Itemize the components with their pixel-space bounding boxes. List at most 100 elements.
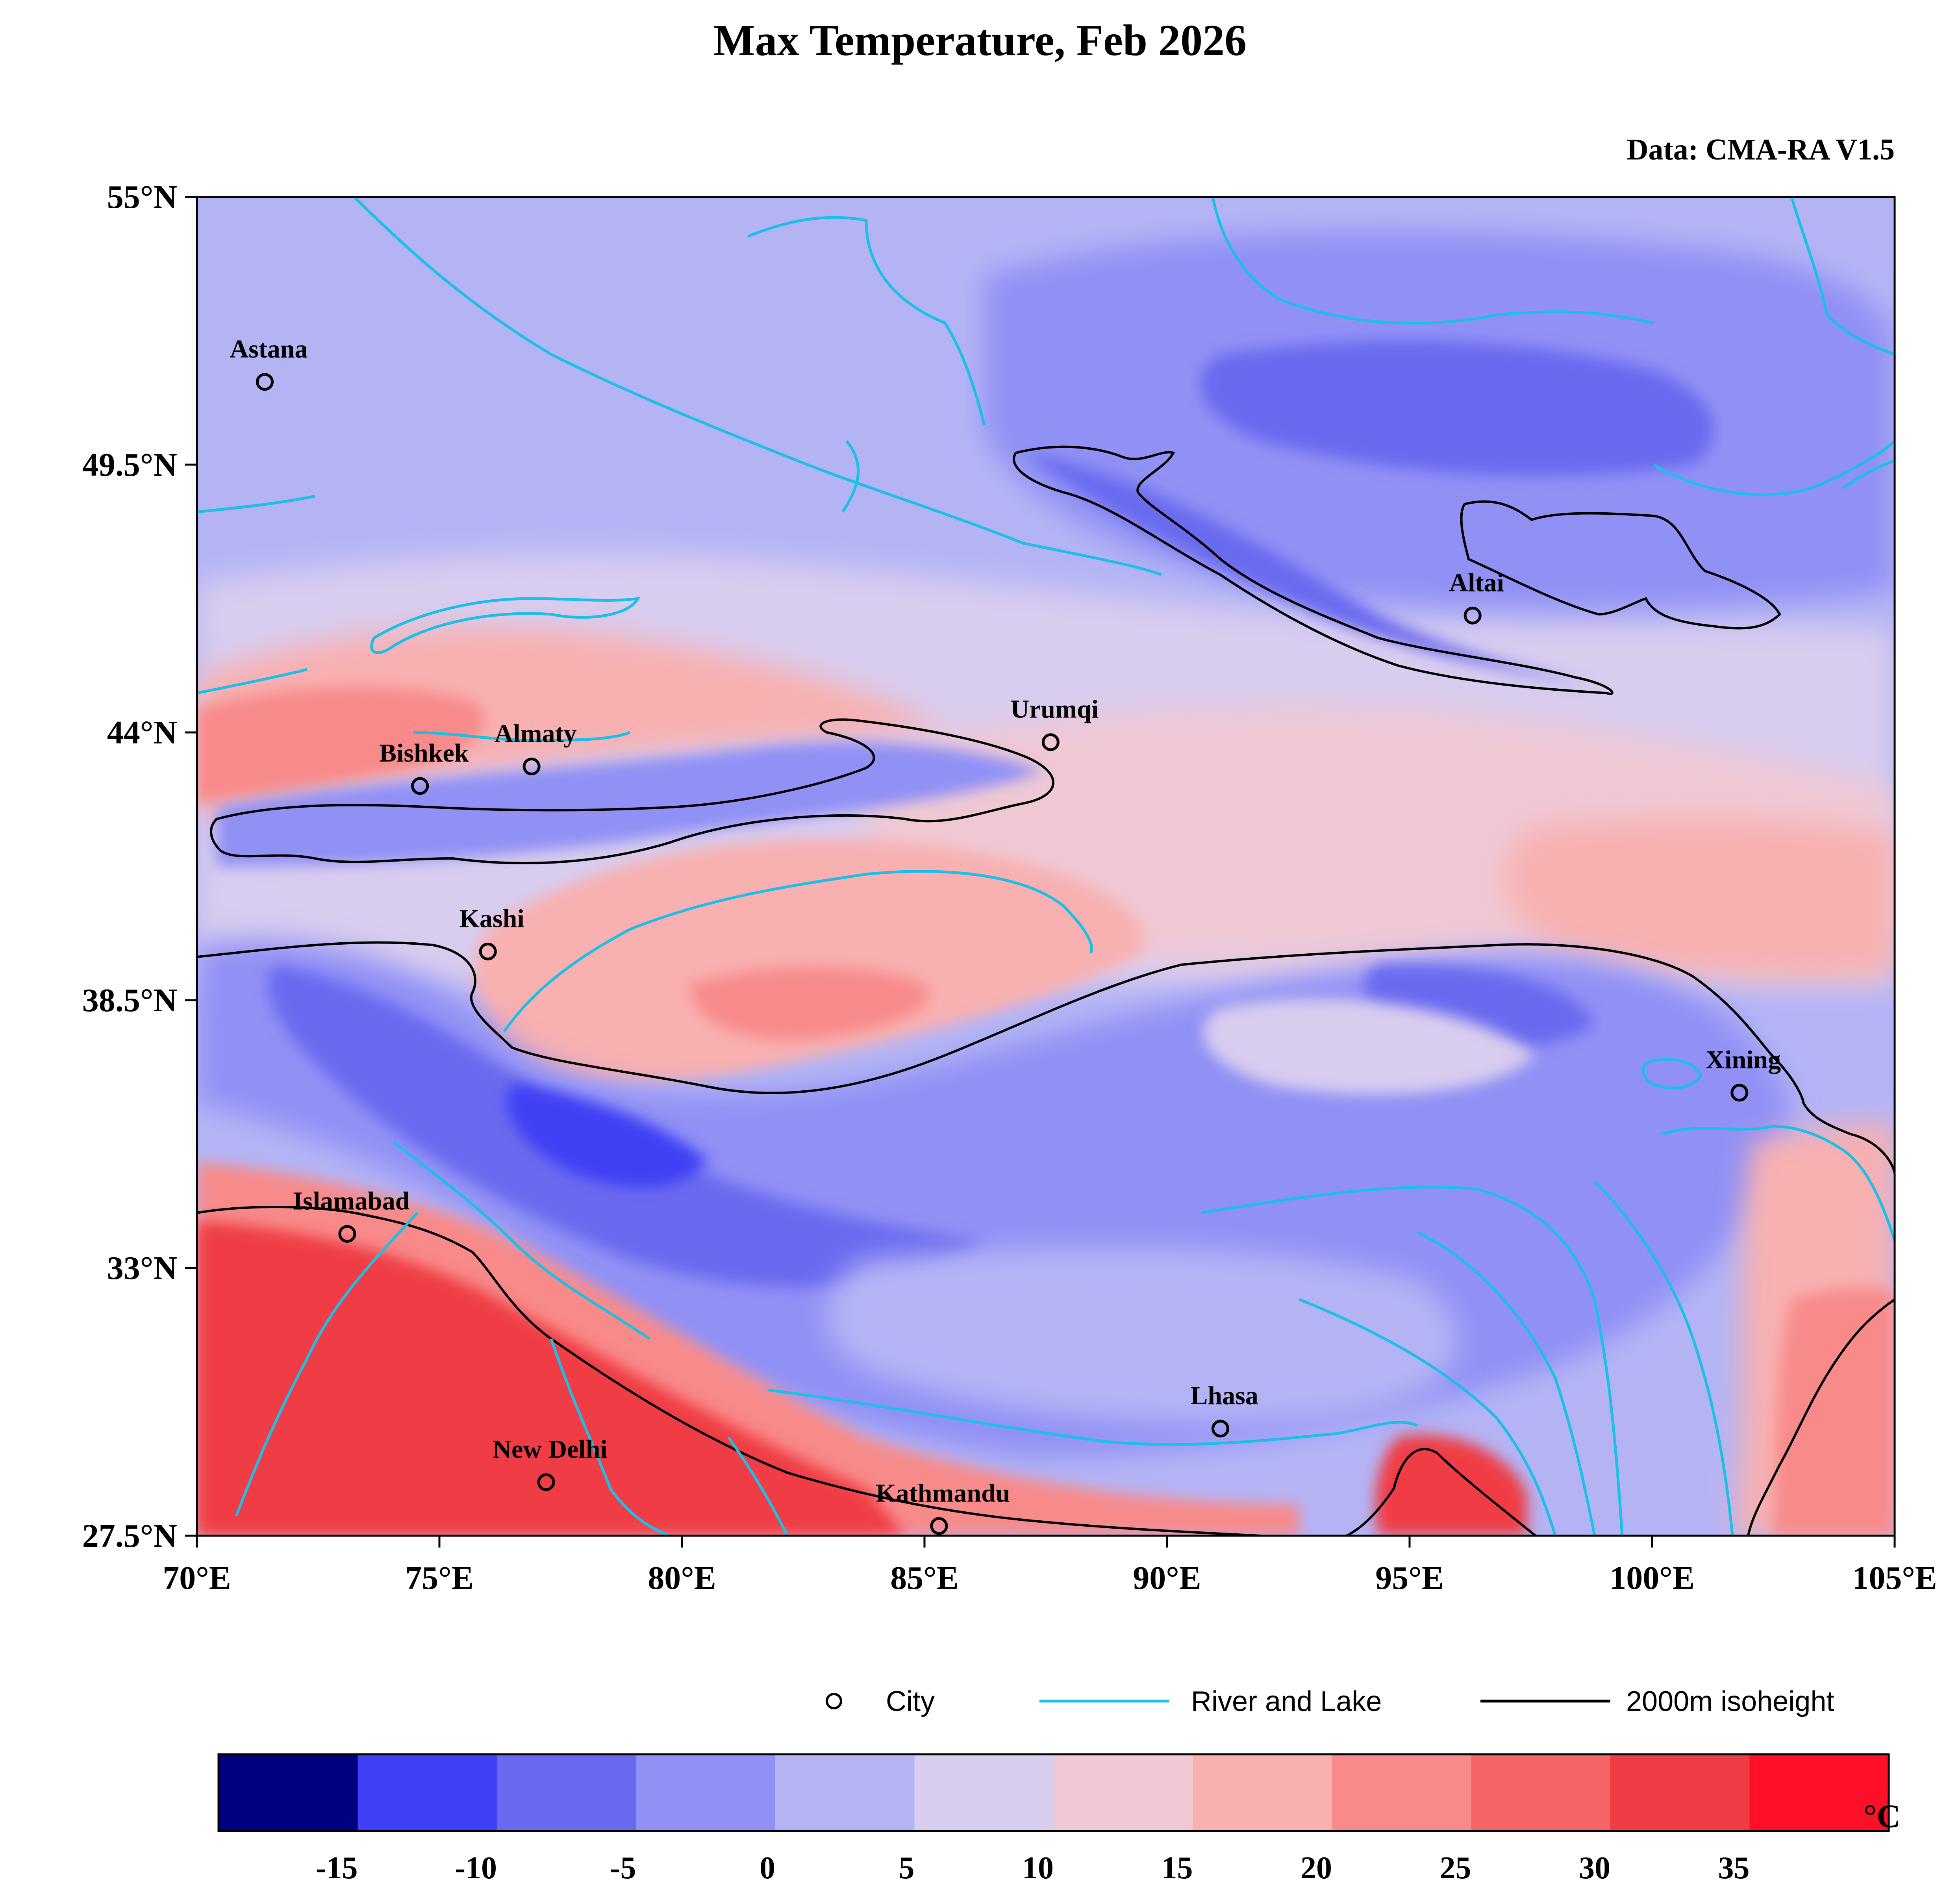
colorbar-swatch: [775, 1754, 915, 1831]
legend-city-marker: [826, 1693, 842, 1709]
city-lhasa: Lhasa: [1190, 1381, 1258, 1438]
temp-zone-plateau-deep: [268, 965, 984, 1288]
temp-zone-qaidam: [1203, 999, 1536, 1095]
city-marker: [479, 942, 497, 960]
y-axis: 55°N 49.5°N 44°N 38.5°N 33°N 27.5°N: [82, 179, 197, 1554]
colorbar-swatch: [1054, 1754, 1193, 1831]
colorbar-swatch: [636, 1754, 776, 1831]
colorbar-label: 5: [899, 1851, 915, 1885]
x-tick-label: 95°E: [1375, 1560, 1444, 1596]
x-tick-label: 105°E: [1852, 1560, 1937, 1596]
river-selenga: [1653, 440, 1895, 496]
city-almaty: Almaty: [495, 719, 577, 776]
isoheight-tianshan: [210, 718, 1054, 864]
river-yangtze-upper: [1200, 1186, 1624, 1536]
river-salween: [1299, 1298, 1557, 1536]
temp-zone-india-hot: [197, 1221, 906, 1536]
city-kashi: Kashi: [459, 904, 524, 960]
colorbar-label: 35: [1718, 1851, 1750, 1885]
city-label: Lhasa: [1190, 1381, 1258, 1410]
legend-city-label: City: [886, 1686, 935, 1717]
isoheight-plateau: [197, 941, 1895, 1536]
colorbar-unit: °C: [1864, 1798, 1901, 1835]
rivers-and-lakes: [197, 197, 1895, 1536]
city-marker: [1212, 1420, 1230, 1438]
temp-zone-plateau-coldest: [507, 1083, 709, 1187]
river-north-1: [197, 495, 315, 513]
colorbar-swatch: [1332, 1754, 1471, 1831]
river-ganges: [550, 1338, 670, 1536]
river-mekong: [1417, 1231, 1596, 1536]
river-indus-lower: [235, 1212, 419, 1517]
lake-qinghai: [1641, 1058, 1702, 1090]
temp-zone-south-plateau-light: [826, 1247, 1459, 1423]
colorbar-label: 30: [1579, 1851, 1610, 1885]
city-label: Bishkek: [379, 739, 469, 767]
colorbar-label: 25: [1440, 1851, 1471, 1885]
city-marker: [1730, 1084, 1749, 1102]
river-indus: [393, 1141, 650, 1340]
city-label: Urumqi: [1010, 695, 1099, 724]
colorbar-swatch: [1610, 1754, 1750, 1831]
colorbar-frame: [217, 1753, 1890, 1832]
temp-zone-tianshan: [217, 741, 1043, 866]
y-tick-label: 44°N: [107, 714, 177, 751]
temperature-field: [197, 230, 1895, 1536]
colorbar-label: 20: [1300, 1851, 1332, 1885]
lake-balkhash: [370, 597, 641, 654]
map-legend: City River and Lake 2000m isoheight: [826, 1686, 1834, 1717]
temp-zone-gansu-warm: [1505, 818, 1895, 980]
x-tick-label: 85°E: [890, 1560, 959, 1596]
river-yellow: [1661, 1125, 1895, 1241]
city-marker: [537, 1473, 555, 1491]
y-tick-label: 27.5°N: [82, 1518, 177, 1554]
data-source: Data: CMA-RA V1.5: [1627, 133, 1895, 166]
x-axis: 70°E 75°E 80°E 85°E 90°E 95°E 100°E 105°E: [163, 1536, 1937, 1596]
y-tick-label: 33°N: [107, 1250, 177, 1286]
city-islamabad: Islamabad: [293, 1186, 409, 1243]
city-label: Islamabad: [293, 1186, 409, 1215]
map-frame: [196, 196, 1896, 1537]
x-tick-label: 80°E: [648, 1560, 716, 1596]
city-label: Xining: [1706, 1045, 1781, 1074]
colorbar-swatch: [219, 1754, 358, 1831]
colorbar-label: 10: [1022, 1851, 1054, 1885]
city-markers: Astana Bishkek Almaty Kashi Urumqi Altai Xinin…: [230, 335, 1781, 1535]
y-tick-label: 38.5°N: [82, 982, 177, 1019]
temp-zone-tarim-inner: [689, 967, 929, 1040]
x-tick-label: 90°E: [1133, 1560, 1201, 1596]
city-marker: [522, 758, 541, 776]
map-panel: Astana Bishkek Almaty Kashi Urumqi Altai Xinin…: [197, 197, 1895, 1536]
colorbar-swatch: [914, 1754, 1054, 1831]
legend-isoheight-label: 2000m isoheight: [1626, 1686, 1834, 1717]
y-tick-label: 49.5°N: [82, 447, 177, 483]
colorbar-label: 0: [760, 1851, 775, 1885]
city-label: Almaty: [495, 719, 577, 748]
city-marker: [930, 1517, 948, 1535]
city-urumqi: Urumqi: [1010, 695, 1099, 751]
colorbar-label: 15: [1162, 1851, 1193, 1885]
colorbar-swatch: [497, 1754, 636, 1831]
river-syr: [197, 668, 308, 695]
colorbar: -15 -10 -5 0 5 10 15 20 25 30 35: [217, 1753, 1890, 1885]
river-angara: [1790, 197, 1895, 356]
river-yarlung: [767, 1388, 1418, 1446]
city-altai: Altai: [1449, 568, 1504, 625]
colorbar-swatch: [1193, 1754, 1332, 1831]
river-yenisei: [1211, 197, 1654, 325]
river-north-2: [841, 440, 860, 513]
colorbar-label: -10: [455, 1851, 497, 1885]
city-kathmandu: Kathmandu: [876, 1479, 1010, 1535]
city-label: New Delhi: [493, 1435, 607, 1464]
city-marker: [1464, 606, 1482, 625]
isoheight-altai-west: [1013, 445, 1614, 695]
city-new-delhi: New Delhi: [493, 1435, 608, 1491]
city-marker: [338, 1225, 356, 1243]
temp-zone-kazakh-hot: [197, 686, 485, 803]
city-marker: [1041, 733, 1060, 751]
city-marker: [256, 373, 274, 391]
city-label: Altai: [1449, 568, 1504, 597]
city-xining: Xining: [1706, 1045, 1781, 1102]
temp-zone-tarim: [474, 838, 1145, 1084]
